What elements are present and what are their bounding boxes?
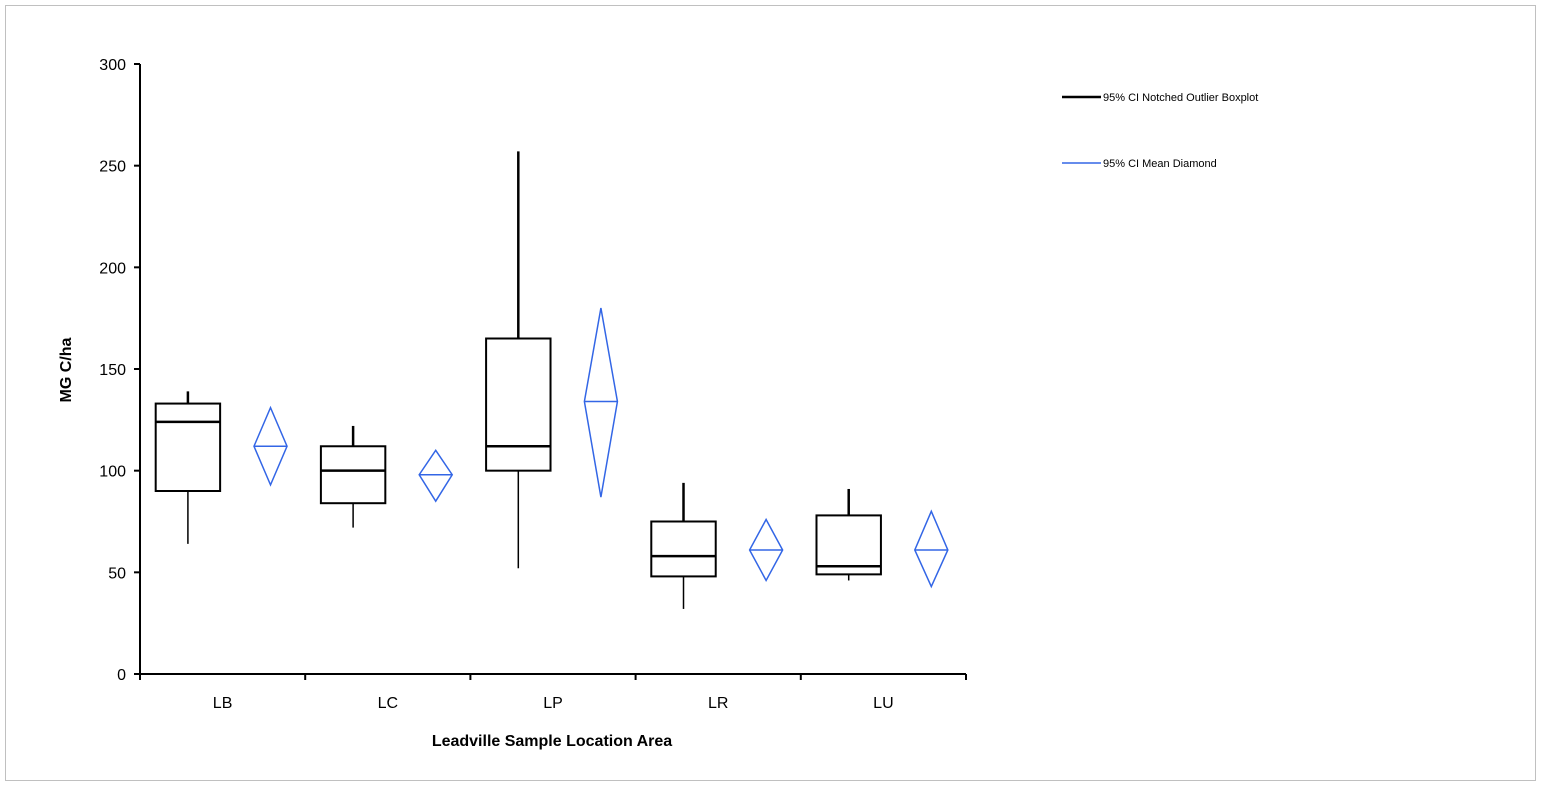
y-tick-label: 50 <box>108 565 126 582</box>
mean-diamond-LR <box>748 517 784 583</box>
y-tick-label: 0 <box>117 667 126 684</box>
mean-diamond-LP <box>583 307 619 498</box>
boxplot-LB <box>154 391 222 544</box>
legend: 95% CI Notched Outlier Boxplot 95% CI Mea… <box>1062 92 1258 170</box>
mean-diamond-LC <box>418 448 454 503</box>
box <box>650 520 717 578</box>
boxplot-LU <box>815 488 882 581</box>
mean-diamond-LB <box>253 405 288 487</box>
box <box>319 445 387 505</box>
x-tick-label: LC <box>378 695 398 712</box>
y-tick-label: 100 <box>99 464 126 481</box>
y-tick-label: 250 <box>99 159 126 176</box>
x-tick-label: LR <box>708 695 728 712</box>
diamond <box>913 509 949 589</box>
y-axis-title: MG C/ha <box>58 337 75 402</box>
x-tick-label: LU <box>873 695 893 712</box>
y-tick-label: 200 <box>99 260 126 277</box>
diamond <box>253 405 288 487</box>
y-tick-label: 150 <box>99 362 126 379</box>
diamond <box>748 517 784 583</box>
x-axis-title: Leadville Sample Location Area <box>432 733 672 750</box>
y-tick-label: 300 <box>99 57 126 74</box>
x-tick-label: LP <box>543 695 563 712</box>
box <box>154 402 222 493</box>
boxplot-LP <box>485 151 552 569</box>
legend-label: 95% CI Notched Outlier Boxplot <box>1103 92 1258 104</box>
box <box>815 514 882 576</box>
boxplot-LR <box>650 482 717 609</box>
boxplot-LC <box>319 425 387 528</box>
diamond <box>583 307 619 498</box>
x-tick-label: LB <box>213 695 233 712</box>
box <box>485 337 552 472</box>
chart-frame <box>5 5 1536 781</box>
diamond <box>418 448 454 503</box>
mean-diamond-LU <box>913 509 949 589</box>
legend-label: 95% CI Mean Diamond <box>1103 158 1217 170</box>
